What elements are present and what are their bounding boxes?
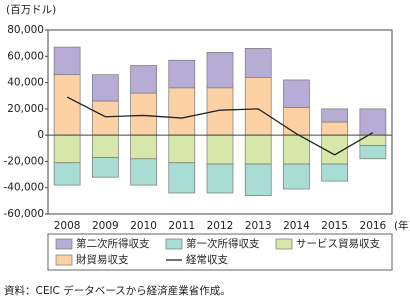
y-tick-label: 0 — [37, 129, 44, 141]
bar — [53, 74, 81, 136]
legend-swatch — [55, 254, 73, 266]
y-tick-label: 40,000 — [7, 77, 44, 89]
legend-label: 経常収支 — [186, 253, 228, 266]
bar — [53, 46, 81, 76]
x-tick-label: 2009 — [92, 220, 119, 232]
bar — [283, 79, 310, 108]
source-note: 資料：CEIC データベースから経済産業省作成。 — [4, 284, 231, 297]
bar — [168, 87, 196, 136]
bar — [91, 134, 119, 158]
bar — [53, 162, 81, 186]
legend-label: 第二次所得収支 — [76, 237, 150, 250]
legend-label: 財貿易収支 — [76, 253, 129, 266]
bar — [321, 121, 349, 136]
unit-label: (百万ドル) — [6, 4, 56, 16]
x-tick-label: 2013 — [245, 220, 272, 232]
bar — [91, 100, 119, 136]
x-tick-label: 2012 — [207, 220, 234, 232]
bar — [244, 76, 272, 136]
bar — [130, 65, 157, 94]
line-series — [66, 96, 374, 156]
legend-swatch — [55, 238, 73, 250]
bar — [130, 158, 157, 186]
bar — [168, 134, 196, 164]
y-tick-label: -40,000 — [3, 182, 44, 194]
bar — [206, 51, 234, 89]
x-tick-label: 2015 — [321, 220, 348, 232]
legend-box — [47, 233, 393, 271]
bar — [168, 59, 196, 89]
bar — [321, 108, 349, 123]
y-tick-label: 60,000 — [7, 50, 44, 62]
bar — [53, 134, 81, 164]
bar — [130, 92, 157, 136]
bar — [91, 157, 119, 178]
x-tick-label: 2010 — [130, 220, 157, 232]
bar — [244, 163, 272, 196]
bar — [244, 48, 272, 78]
bar — [359, 108, 387, 136]
bar — [321, 163, 349, 182]
y-tick-label: -20,000 — [3, 155, 44, 167]
legend-label: 第一次所得収支 — [186, 237, 260, 250]
legend-swatch — [275, 238, 293, 250]
legend-swatch — [165, 238, 183, 250]
x-tick-label: 2011 — [168, 220, 195, 232]
y-tick-label: 20,000 — [7, 103, 44, 115]
x-tick-label: 2008 — [54, 220, 81, 232]
y-tick-label: 80,000 — [7, 24, 44, 36]
bar — [359, 145, 387, 160]
bar — [206, 163, 234, 194]
bar — [130, 134, 157, 160]
bar — [206, 134, 234, 165]
bar — [91, 74, 119, 102]
x-tick-label: 2016 — [360, 220, 387, 232]
bar — [359, 134, 387, 147]
x-tick-label: 2014 — [283, 220, 310, 232]
y-tick-label: -60,000 — [3, 208, 44, 220]
bar — [244, 134, 272, 165]
bar — [283, 163, 310, 190]
plot-frame — [47, 29, 393, 215]
bar — [283, 107, 310, 136]
bar — [168, 162, 196, 194]
x-unit-label: (年) — [394, 219, 410, 232]
legend-label: サービス貿易収支 — [296, 238, 380, 250]
